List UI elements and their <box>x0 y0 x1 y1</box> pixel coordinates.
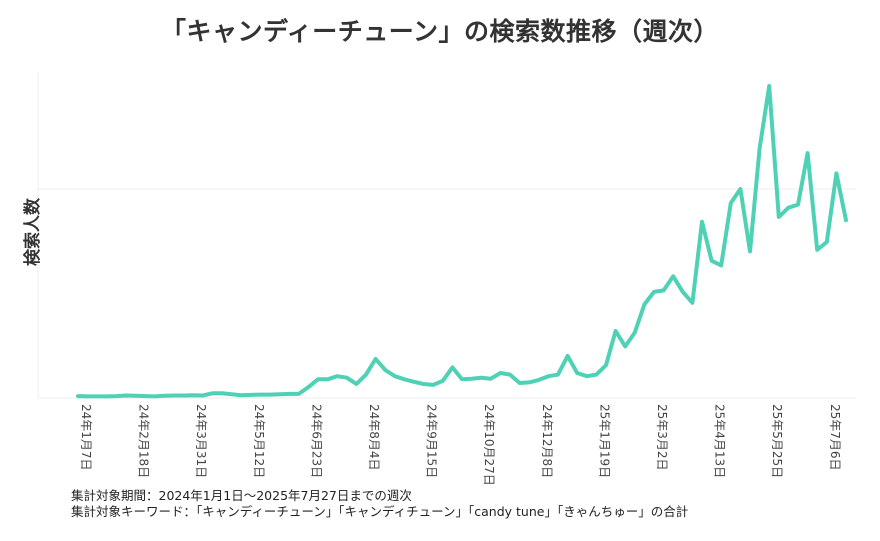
x-tick-label: 24年10月27日 <box>482 404 496 486</box>
x-tick-label: 24年12月8日 <box>540 404 554 478</box>
x-tick-label: 25年1月19日 <box>597 404 611 478</box>
gridlines <box>37 72 856 399</box>
x-tick-label: 25年3月2日 <box>655 404 669 471</box>
x-axis-tick-labels: 24年1月7日 24年2月18日 24年3月31日 24年5月12日 24年6月23日 2… <box>79 404 842 486</box>
x-tick-label: 25年5月25日 <box>770 404 784 478</box>
x-tick-label: 24年8月4日 <box>367 404 381 471</box>
search-count-series-line <box>76 84 848 399</box>
x-tick-label: 24年9月15日 <box>425 404 439 478</box>
x-tick-label: 25年7月6日 <box>828 404 842 471</box>
footnote-keywords: 集計対象キーワード：「キャンディーチューン」「キャンディチューン」「candy … <box>71 504 689 519</box>
x-tick-label: 25年4月13日 <box>713 404 727 478</box>
y-axis-label: 検索人数 <box>22 197 43 266</box>
x-tick-label: 24年3月31日 <box>194 404 208 478</box>
footnotes: 集計対象期間：2024年1月1日～2025年7月27日までの週次 集計対象キーワ… <box>71 488 871 520</box>
x-tick-label: 24年2月18日 <box>137 404 151 478</box>
x-tick-label: 24年1月7日 <box>79 404 93 471</box>
x-tick-label: 24年6月23日 <box>309 404 323 478</box>
x-tick-label: 24年5月12日 <box>252 404 266 478</box>
footnote-period: 集計対象期間：2024年1月1日～2025年7月27日までの週次 <box>71 488 412 503</box>
chart-title: 「キャンディーチューン」の検索数推移（週次） <box>160 17 719 46</box>
